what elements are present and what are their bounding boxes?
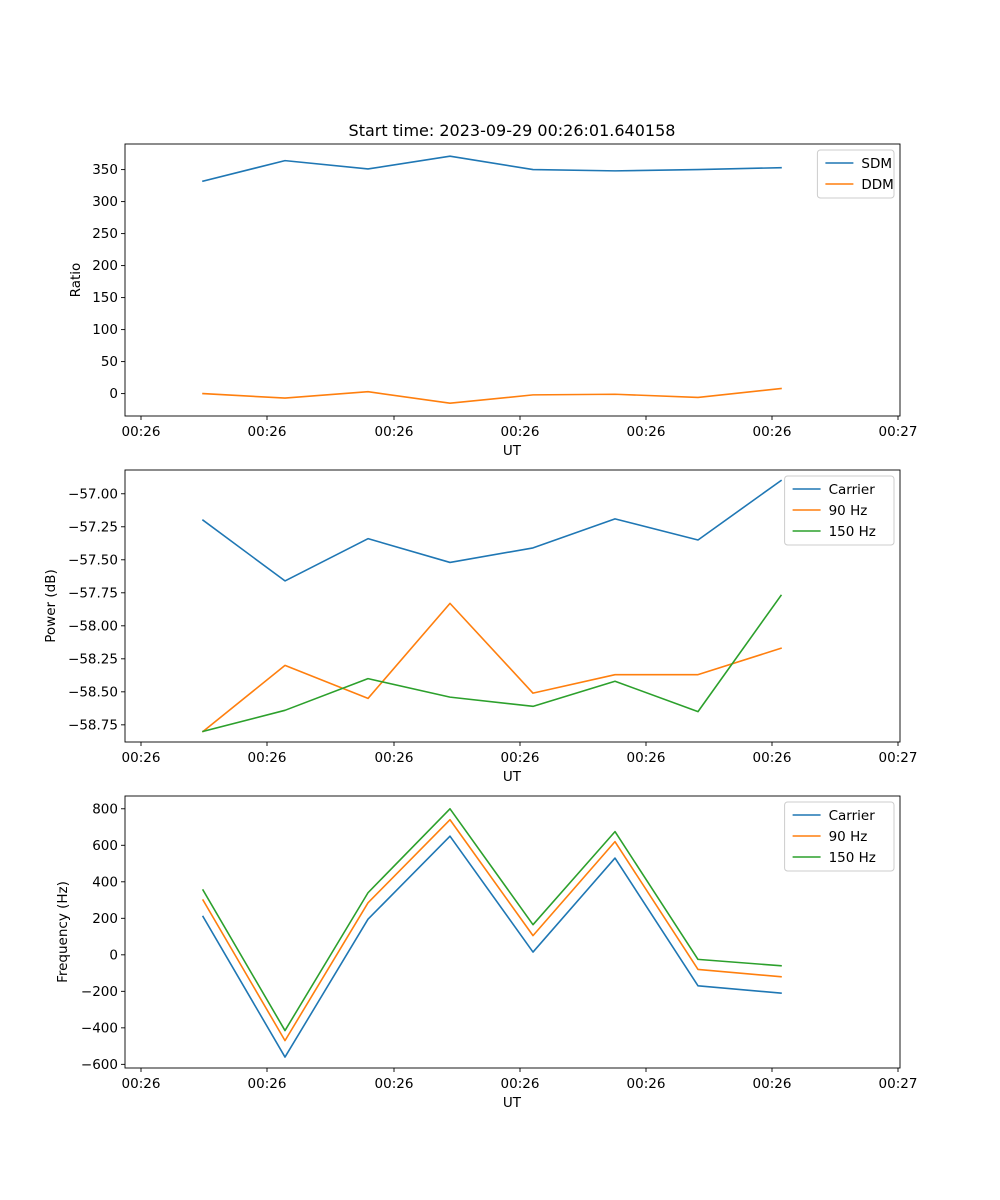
legend-box xyxy=(784,801,895,872)
y-tick-label: 50 xyxy=(101,354,118,370)
legend: Carrier 90 Hz 150 Hz xyxy=(784,801,895,872)
x-tick-label: 00:26 xyxy=(627,424,666,440)
chart-title: Start time: 2023-09-29 00:26:01.640158 xyxy=(349,121,676,140)
legend-label: Carrier xyxy=(829,808,876,824)
x-tick-label: 00:26 xyxy=(753,1076,792,1092)
y-tick-label: 350 xyxy=(92,162,118,178)
y-tick-label: 800 xyxy=(92,801,118,817)
series-line-90-hz xyxy=(201,602,783,733)
x-tick-label: 00:26 xyxy=(248,424,287,440)
y-tick-label: −400 xyxy=(81,1020,118,1036)
plots-container: 0 50 100 150 200 250 300 350 00:26 00:26 00:26 00:2… xyxy=(43,143,918,1111)
x-tick-label: 00:26 xyxy=(375,424,414,440)
y-tick-label: 0 xyxy=(109,386,118,402)
legend-box xyxy=(784,475,895,546)
legend-label: SDM xyxy=(861,156,892,172)
y-tick-label: −58.25 xyxy=(68,651,118,667)
series-line-sdm xyxy=(202,155,782,183)
y-tick-label: 150 xyxy=(92,290,118,306)
y-tick-label: −57.50 xyxy=(68,552,118,568)
y-tick-label: 600 xyxy=(92,838,118,854)
x-axis-label: UT xyxy=(503,769,522,785)
axes-frame xyxy=(124,143,901,417)
series-line-150-hz xyxy=(202,594,783,733)
series-line-150-hz xyxy=(201,807,782,1032)
x-axis-label: UT xyxy=(503,1095,522,1111)
x-tick-label: 00:26 xyxy=(122,750,161,766)
x-axis-label: UT xyxy=(503,443,522,459)
y-tick-label: −58.50 xyxy=(68,684,118,700)
series-line-carrier xyxy=(201,479,783,582)
x-tick-label: 00:26 xyxy=(375,750,414,766)
y-tick-label: 100 xyxy=(92,322,118,338)
legend-label: 90 Hz xyxy=(829,829,868,845)
y-tick-label: −600 xyxy=(81,1057,118,1073)
y-tick-label: −200 xyxy=(81,984,118,1000)
legend-box xyxy=(816,149,895,199)
y-axis-label: Ratio xyxy=(68,263,84,298)
axes-frame xyxy=(124,795,901,1069)
x-tick-label: 00:26 xyxy=(248,750,287,766)
series-line-ddm xyxy=(202,387,782,405)
plot-panel-2: −58.75 −58.50 −58.25 −58.00 −57.75 −57.50 −57.… xyxy=(43,469,918,785)
x-tick-label: 00:26 xyxy=(501,1076,540,1092)
legend-label: 150 Hz xyxy=(829,850,876,866)
x-tick-label: 00:26 xyxy=(627,1076,666,1092)
y-tick-label: 300 xyxy=(92,194,118,210)
x-tick-label: 00:26 xyxy=(122,424,161,440)
y-tick-label: −58.00 xyxy=(68,618,118,634)
x-tick-label: 00:27 xyxy=(879,1076,918,1092)
y-tick-label: 0 xyxy=(109,947,118,963)
legend: SDM DDM xyxy=(816,149,895,199)
y-tick-label: −58.75 xyxy=(68,717,118,733)
legend-label: DDM xyxy=(861,177,893,193)
x-tick-label: 00:26 xyxy=(248,1076,287,1092)
legend-label: 90 Hz xyxy=(829,503,868,519)
plot-panel-3: −600 −400 −200 0 200 400 600 800 00:26 00:26 00:26… xyxy=(55,795,918,1111)
x-tick-label: 00:26 xyxy=(627,750,666,766)
x-tick-label: 00:27 xyxy=(879,750,918,766)
x-tick-label: 00:26 xyxy=(753,750,792,766)
y-tick-label: 200 xyxy=(92,911,118,927)
x-tick-label: 00:26 xyxy=(122,1076,161,1092)
y-tick-label: 400 xyxy=(92,874,118,890)
legend-label: Carrier xyxy=(829,482,876,498)
x-tick-label: 00:26 xyxy=(375,1076,414,1092)
x-tick-label: 00:26 xyxy=(501,750,540,766)
series-line-carrier xyxy=(201,835,782,1058)
y-tick-label: 200 xyxy=(92,258,118,274)
plot-panel-1: 0 50 100 150 200 250 300 350 00:26 00:26 00:26 00:2… xyxy=(68,143,918,459)
series-line-90-hz xyxy=(201,818,782,1042)
legend: Carrier 90 Hz 150 Hz xyxy=(784,475,895,546)
y-tick-label: −57.75 xyxy=(68,585,118,601)
y-axis-label: Power (dB) xyxy=(43,569,59,642)
y-tick-label: −57.25 xyxy=(68,519,118,535)
x-tick-label: 00:26 xyxy=(501,424,540,440)
x-tick-label: 00:27 xyxy=(879,424,918,440)
axes-frame xyxy=(124,469,901,743)
y-tick-label: 250 xyxy=(92,226,118,242)
legend-label: 150 Hz xyxy=(829,524,876,540)
x-tick-label: 00:26 xyxy=(753,424,792,440)
y-axis-label: Frequency (Hz) xyxy=(55,881,71,983)
y-tick-label: −57.00 xyxy=(68,486,118,502)
